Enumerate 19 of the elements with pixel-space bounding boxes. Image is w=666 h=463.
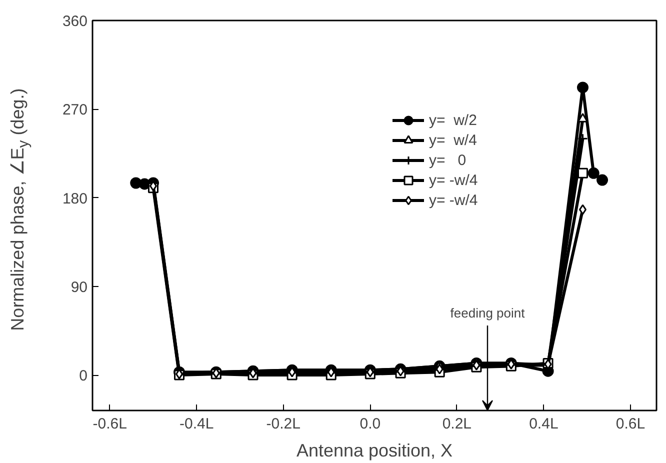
legend-label: y= w/2: [429, 112, 477, 128]
legend-label: y= w/4: [429, 132, 477, 148]
y-tick-label: 360: [62, 13, 88, 30]
y-tick-label: 0: [79, 368, 88, 385]
y-tick-label: 270: [62, 102, 88, 119]
y-tick-label: 180: [62, 190, 88, 208]
x-tick-label: -0.6L: [92, 416, 127, 432]
x-tick-label: 0.2L: [442, 416, 472, 432]
x-tick-label: -0.4L: [180, 416, 214, 432]
x-tick-label: -0.2L: [266, 416, 300, 432]
legend-label: y= -w/4: [429, 192, 478, 208]
annotation: feeding point: [450, 306, 526, 320]
x-axis-title: Antenna position, X: [296, 440, 453, 460]
legend-label: y= -w/4: [429, 172, 478, 188]
x-tick-label: 0.0: [360, 416, 381, 432]
legend-label: y= 0: [429, 152, 466, 168]
x-tick-label: 0.6L: [616, 416, 646, 432]
y-tick-label: 90: [70, 278, 88, 296]
x-tick-label: 0.4L: [529, 416, 558, 432]
